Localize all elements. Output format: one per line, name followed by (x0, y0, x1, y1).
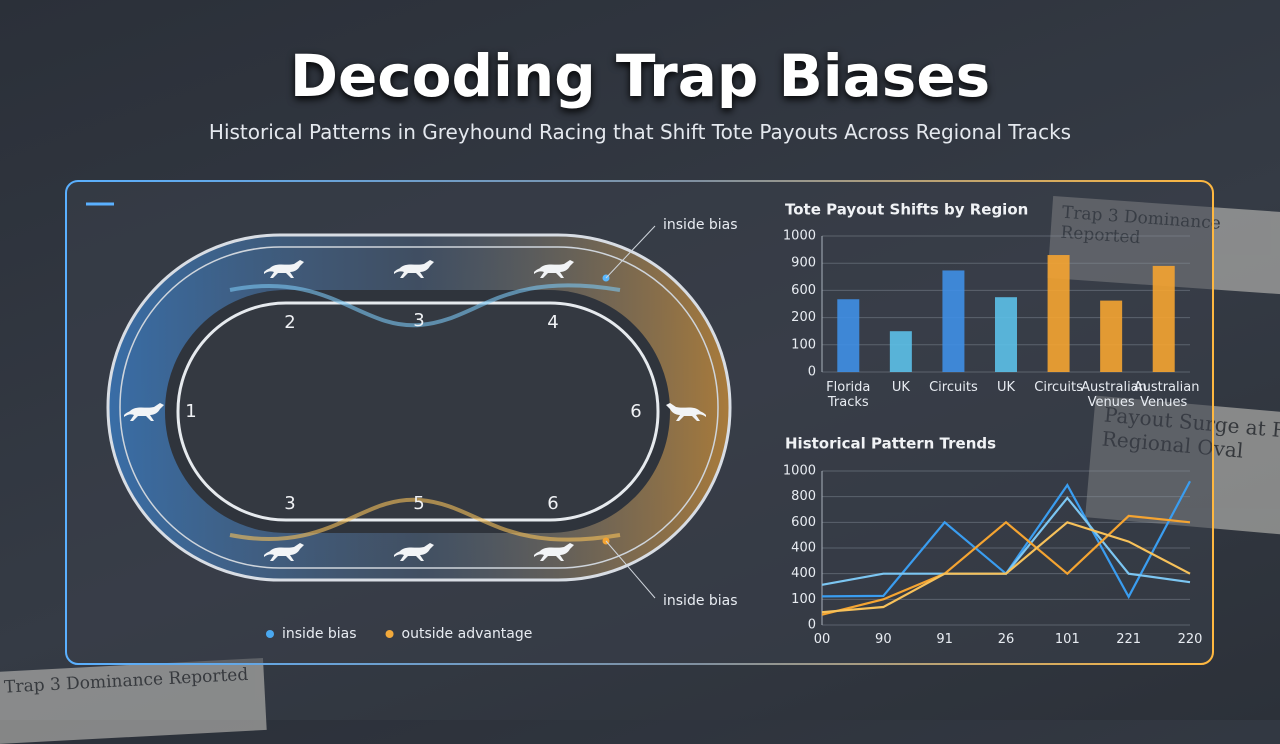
x-tick-label: 221 (1116, 632, 1142, 647)
x-tick-label: 91 (936, 632, 953, 647)
y-tick-label: 400 (791, 566, 816, 581)
y-tick-label: 600 (791, 283, 816, 298)
legend-label: inside bias (282, 626, 357, 642)
annotation-leader (605, 540, 656, 599)
greyhound-icon (264, 260, 304, 278)
y-tick-label: 200 (791, 310, 816, 325)
greyhound-icon (666, 403, 706, 421)
greyhound-icon (534, 260, 574, 278)
flow-line (229, 283, 621, 328)
greyhound-icon (534, 543, 574, 561)
x-tick-label: 101 (1054, 632, 1080, 647)
y-tick-label: 600 (791, 515, 816, 530)
legend-swatch (385, 630, 394, 638)
y-tick-label: 900 (791, 256, 816, 271)
bar (837, 299, 860, 372)
y-tick-label: 0 (808, 618, 816, 633)
trap-label: 2 (284, 312, 295, 333)
x-tick-label: Circuits (1034, 380, 1083, 395)
annotation-leader (605, 225, 656, 279)
flow-line (229, 497, 621, 542)
bar (1100, 300, 1123, 372)
greyhound-icon (394, 260, 434, 278)
greyhound-icon (394, 543, 434, 561)
track-inner (176, 301, 660, 522)
trap-label: 3 (284, 493, 295, 514)
x-tick-label: Florida Tracks (826, 380, 871, 410)
page: Trap 3 Dominance Reported Payout Surge a… (0, 42, 1280, 744)
y-tick-label: 1000 (783, 464, 816, 479)
bar (942, 270, 965, 372)
trap-label: 4 (547, 312, 558, 333)
legend-label: outside advantage (402, 626, 533, 642)
title: Decoding Trap Biases (289, 42, 991, 110)
graphics: inside bias inside bias 2 3 4 1 6 3 5 6 inside b… (65, 180, 1214, 665)
x-tick-label: UK (996, 380, 1016, 395)
y-tick-label: 400 (791, 541, 816, 556)
annotation: inside bias (663, 217, 738, 233)
x-tick-label: Circuits (929, 380, 978, 395)
greyhound-icon (124, 403, 164, 421)
x-tick-label: 90 (875, 632, 892, 647)
y-tick-label: 1000 (783, 229, 816, 244)
trap-label: 5 (413, 493, 424, 514)
greyhound-icon (264, 543, 304, 561)
bar (1152, 265, 1175, 372)
trap-label: 6 (630, 401, 641, 422)
chart-title: Tote Payout Shifts by Region (785, 201, 1028, 219)
bar (1047, 255, 1070, 372)
trap-label: 6 (547, 493, 558, 514)
legend-swatch (266, 630, 274, 638)
x-tick-label: 26 (997, 632, 1015, 647)
line (821, 521, 1191, 614)
line (821, 514, 1191, 616)
y-tick-label: 100 (791, 592, 816, 607)
chart-title: Historical Pattern Trends (785, 435, 996, 453)
track-rail (119, 246, 719, 569)
x-tick-label: Australian Venues (1081, 380, 1147, 410)
x-tick-label: 00 (813, 632, 831, 647)
annotation: inside bias (663, 593, 738, 609)
x-tick-label: Australian Venues (1133, 380, 1200, 410)
trap-label: 1 (185, 401, 196, 422)
trap-label: 3 (413, 310, 424, 331)
y-tick-label: 800 (791, 489, 816, 504)
y-tick-label: 0 (808, 365, 816, 380)
y-tick-label: 100 (791, 337, 816, 352)
x-tick-label: 220 (1177, 632, 1203, 647)
bar (995, 297, 1017, 372)
bar (889, 331, 912, 372)
subtitle: Historical Patterns in Greyhound Racing … (208, 120, 1072, 144)
x-tick-label: UK (891, 380, 910, 395)
